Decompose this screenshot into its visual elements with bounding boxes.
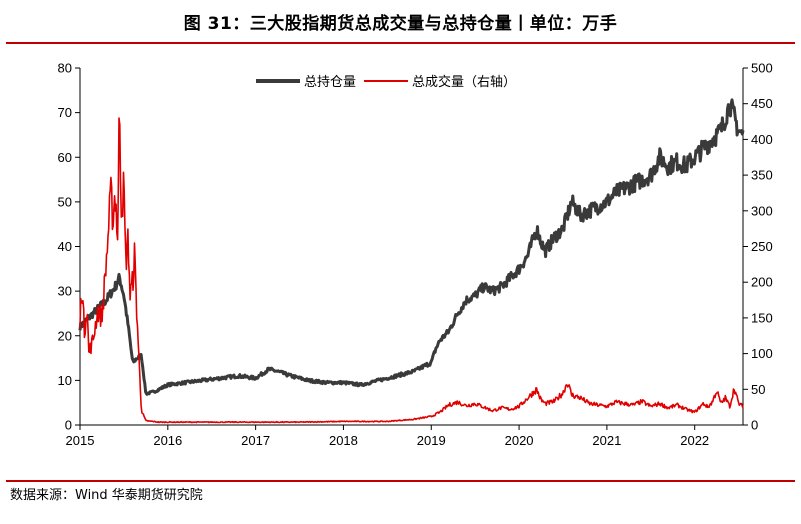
- right-tick-label: 250: [751, 239, 773, 254]
- right-tick-label: 50: [751, 382, 765, 397]
- series-layer: [78, 98, 745, 424]
- footer-rule: [6, 480, 795, 482]
- left-axis-ticks: 0 10 20 30 40 50 60 70 80: [58, 61, 80, 433]
- left-tick-label: 20: [58, 328, 72, 343]
- right-tick-label: 200: [751, 275, 773, 290]
- left-tick-label: 30: [58, 284, 72, 299]
- left-tick-label: 80: [58, 61, 72, 76]
- right-tick-label: 500: [751, 61, 773, 76]
- x-tick-label: 2015: [66, 433, 95, 448]
- x-tick-label: 2018: [329, 433, 358, 448]
- right-tick-label: 350: [751, 168, 773, 183]
- left-tick-label: 50: [58, 194, 72, 209]
- legend-label-1: 总成交量（右轴）: [412, 74, 516, 90]
- source-note: 数据来源：Wind 华泰期货研究院: [10, 488, 203, 503]
- left-tick-label: 70: [58, 105, 72, 120]
- right-tick-label: 450: [751, 96, 773, 111]
- left-tick-label: 0: [65, 418, 72, 433]
- right-tick-label: 100: [751, 346, 773, 361]
- left-tick-label: 10: [58, 373, 72, 388]
- x-tick-label: 2022: [680, 433, 709, 448]
- x-tick-label: 2017: [241, 433, 270, 448]
- x-tick-label: 2020: [505, 433, 534, 448]
- x-tick-label: 2016: [153, 433, 182, 448]
- right-axis-ticks: 0 50 100 150 200 250 300 350 400 450 500: [743, 61, 773, 433]
- legend: 总持仓量 总成交量（右轴）: [256, 74, 516, 90]
- right-tick-label: 150: [751, 310, 773, 325]
- left-tick-label: 60: [58, 150, 72, 165]
- right-tick-label: 0: [751, 418, 758, 433]
- chart: 0 10 20 30 40 50 60 70 80 0 50 100 150 200 250 300 350 4…: [58, 61, 773, 449]
- title-rule: [6, 42, 795, 44]
- x-axis-ticks: 2015 2016 2017 2018 2019 2020 2021 2022: [66, 425, 709, 448]
- series-line-1: [79, 117, 744, 424]
- x-tick-label: 2021: [592, 433, 621, 448]
- right-tick-label: 400: [751, 132, 773, 147]
- series-line-0: [78, 98, 745, 396]
- x-tick-label: 2019: [417, 433, 446, 448]
- left-tick-label: 40: [58, 239, 72, 254]
- legend-label-0: 总持仓量: [304, 75, 356, 90]
- right-tick-label: 300: [751, 203, 773, 218]
- chart-title: 图 31：三大股指期货总成交量与总持仓量丨单位：万手: [183, 13, 618, 34]
